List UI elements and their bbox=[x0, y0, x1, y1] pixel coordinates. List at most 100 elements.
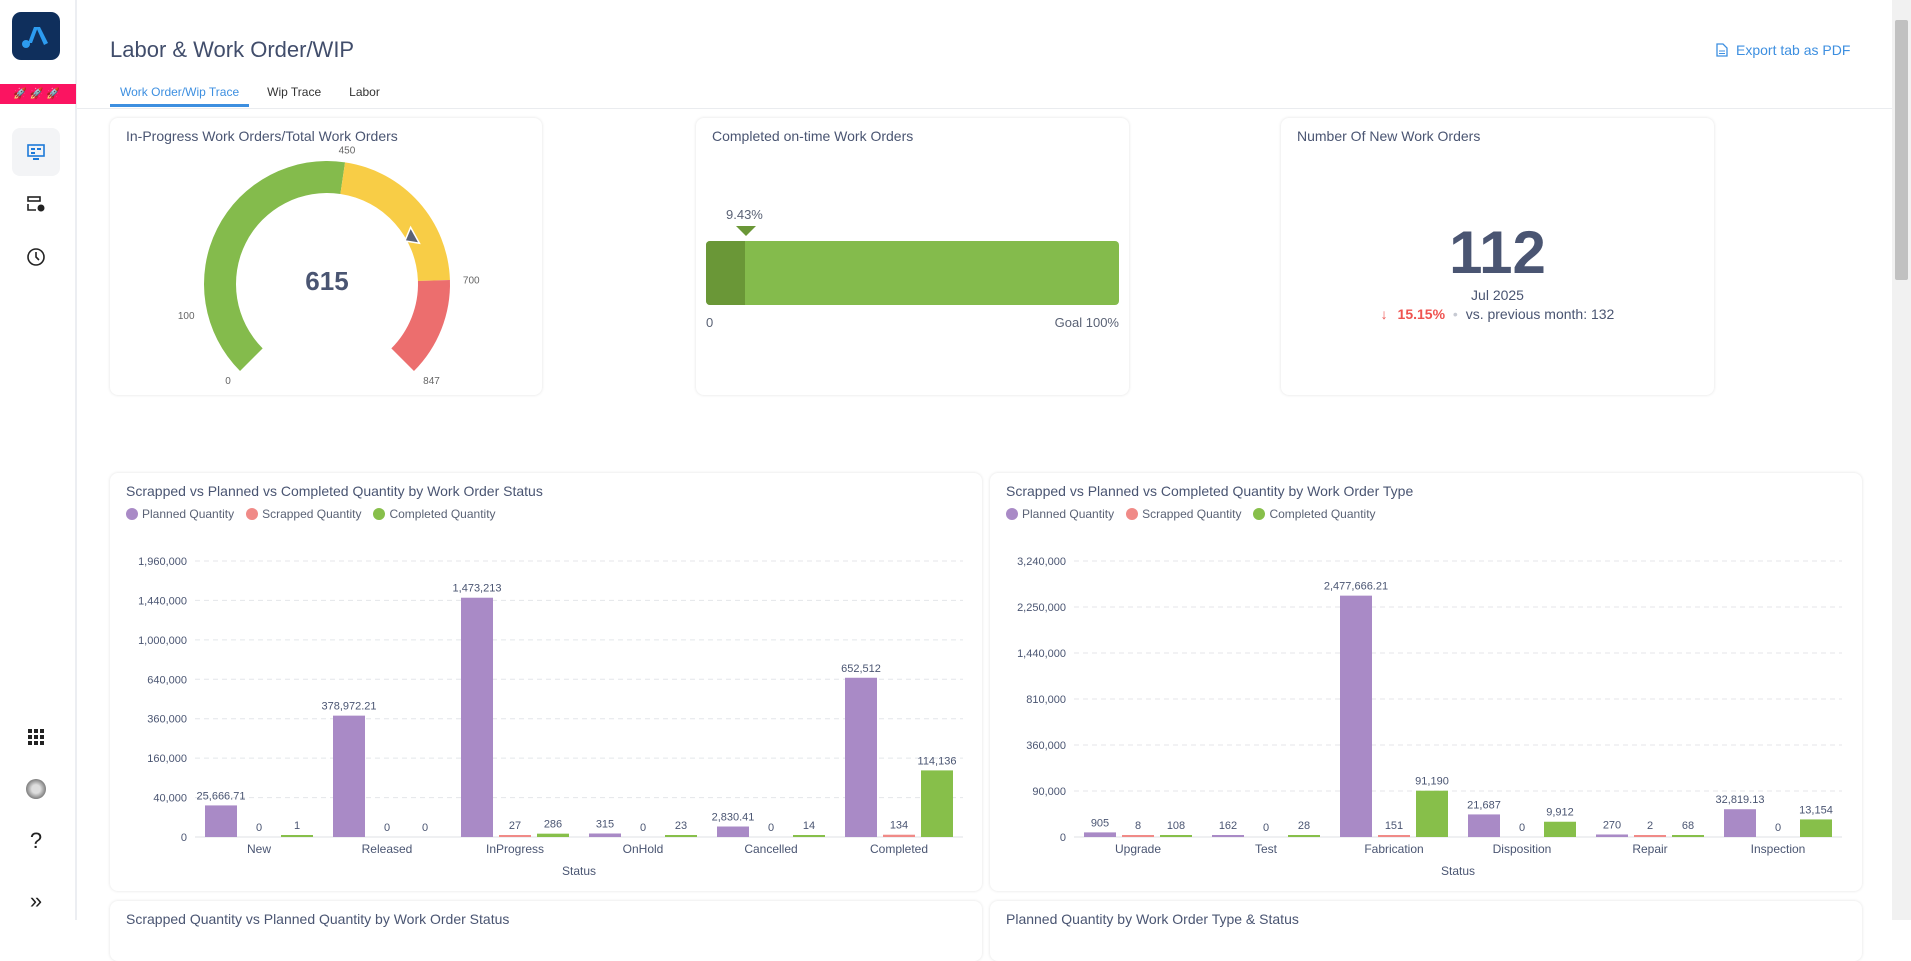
data-label: 32,819.13 bbox=[1716, 794, 1765, 806]
tab-work-order-wip-trace[interactable]: Work Order/Wip Trace bbox=[110, 84, 250, 107]
bar-completed-quantity bbox=[1288, 835, 1320, 837]
lower-card-2: Planned Quantity by Work Order Type & St… bbox=[990, 901, 1862, 961]
legend-completed[interactable]: Completed Quantity bbox=[373, 507, 496, 521]
data-label: 1,473,213 bbox=[453, 583, 502, 595]
bar-goal-label: Goal 100% bbox=[1054, 315, 1119, 330]
chart-title: Scrapped vs Planned vs Completed Quantit… bbox=[126, 483, 543, 499]
x-tick-label: New bbox=[247, 842, 271, 856]
data-label: 68 bbox=[1682, 820, 1694, 832]
data-label: 151 bbox=[1385, 820, 1403, 832]
value-marker-icon bbox=[736, 226, 756, 236]
ontime-card: Completed on-time Work Orders 9.43% 0 Go… bbox=[696, 118, 1129, 395]
legend-scrapped[interactable]: Scrapped Quantity bbox=[246, 507, 361, 521]
y-tick-label: 2,250,000 bbox=[1017, 602, 1066, 614]
scrollbar-thumb[interactable] bbox=[1895, 20, 1908, 280]
x-tick-label: Completed bbox=[870, 842, 928, 856]
bar-planned-quantity bbox=[1212, 835, 1244, 837]
x-tick-label: Cancelled bbox=[744, 842, 797, 856]
data-label: 652,512 bbox=[841, 663, 881, 675]
gauge-band-2 bbox=[391, 280, 450, 371]
data-label: 91,190 bbox=[1415, 776, 1449, 788]
new-orders-card: Number Of New Work Orders 112 Jul 2025 ↓… bbox=[1281, 118, 1714, 395]
bar-scrapped-quantity bbox=[883, 834, 915, 837]
export-label: Export tab as PDF bbox=[1736, 42, 1851, 58]
gauge-tick-label: 450 bbox=[339, 145, 356, 156]
x-tick-label: Repair bbox=[1632, 842, 1667, 856]
dashboard-monitor-icon[interactable] bbox=[12, 128, 60, 176]
data-label: 270 bbox=[1603, 819, 1621, 831]
bar-planned-quantity bbox=[717, 826, 749, 837]
workflow-icon[interactable] bbox=[12, 180, 60, 228]
bar-completed-quantity bbox=[921, 770, 953, 837]
document-icon bbox=[1716, 43, 1728, 57]
y-tick-label: 0 bbox=[1060, 832, 1066, 844]
page-scrollbar[interactable] bbox=[1892, 0, 1911, 920]
data-label: 0 bbox=[640, 822, 646, 834]
data-label: 162 bbox=[1219, 820, 1237, 832]
bar-planned-quantity bbox=[205, 805, 237, 837]
announcement-strip: 🚀🚀🚀 bbox=[0, 84, 76, 104]
data-label: 27 bbox=[509, 820, 521, 832]
data-label: 1 bbox=[294, 820, 300, 832]
apps-grid-icon[interactable] bbox=[12, 713, 60, 761]
bar-scrapped-quantity bbox=[499, 835, 531, 837]
legend-planned[interactable]: Planned Quantity bbox=[1006, 507, 1114, 521]
legend-planned[interactable]: Planned Quantity bbox=[126, 507, 234, 521]
bar-completed-quantity bbox=[793, 835, 825, 837]
y-tick-label: 40,000 bbox=[153, 793, 187, 805]
gauge-band-0 bbox=[204, 161, 346, 371]
legend-scrapped[interactable]: Scrapped Quantity bbox=[1126, 507, 1241, 521]
app-logo[interactable] bbox=[12, 12, 60, 60]
kpi-change-row: ↓ 15.15% • vs. previous month: 132 bbox=[1281, 306, 1714, 322]
data-label: 315 bbox=[596, 819, 614, 831]
x-tick-label: Test bbox=[1255, 842, 1278, 856]
header-divider bbox=[77, 108, 1892, 109]
bar-planned-quantity bbox=[1084, 832, 1116, 837]
data-label: 134 bbox=[890, 820, 908, 832]
data-label: 2,830.41 bbox=[712, 812, 755, 824]
bar-planned-quantity bbox=[461, 597, 493, 837]
gauge-pointer-icon bbox=[403, 225, 421, 245]
y-tick-label: 1,440,000 bbox=[138, 595, 187, 607]
tab-wip-trace[interactable]: Wip Trace bbox=[267, 85, 322, 99]
ontime-bar bbox=[706, 241, 1119, 305]
data-label: 13,154 bbox=[1799, 804, 1833, 816]
ontime-value-label: 9.43% bbox=[726, 207, 763, 222]
bar-completed-quantity bbox=[281, 835, 313, 837]
x-tick-label: Released bbox=[362, 842, 413, 856]
data-label: 0 bbox=[768, 822, 774, 834]
x-tick-label: Fabrication bbox=[1364, 842, 1423, 856]
gauge-chart: 0 100 450 700 847 bbox=[178, 145, 480, 387]
y-tick-label: 90,000 bbox=[1032, 786, 1066, 798]
data-label: 905 bbox=[1091, 817, 1109, 829]
y-tick-label: 160,000 bbox=[147, 753, 187, 765]
gauge-tick-label: 847 bbox=[423, 376, 440, 387]
clock-icon[interactable] bbox=[12, 233, 60, 281]
user-avatar[interactable] bbox=[12, 765, 60, 813]
data-label: 28 bbox=[1298, 820, 1310, 832]
y-tick-label: 810,000 bbox=[1026, 694, 1066, 706]
data-label: 108 bbox=[1167, 820, 1185, 832]
y-tick-label: 3,240,000 bbox=[1017, 556, 1066, 568]
bar-planned-quantity bbox=[333, 715, 365, 837]
tab-labor[interactable]: Labor bbox=[349, 85, 380, 99]
data-label: 2 bbox=[1647, 820, 1653, 832]
card-title: Scrapped Quantity vs Planned Quantity by… bbox=[126, 911, 510, 927]
legend-completed[interactable]: Completed Quantity bbox=[1253, 507, 1376, 521]
data-label: 114,136 bbox=[918, 755, 957, 767]
data-label: 286 bbox=[544, 819, 562, 831]
type-bar-chart-card: Scrapped vs Planned vs Completed Quantit… bbox=[990, 473, 1862, 891]
gauge-tick-label: 0 bbox=[225, 376, 231, 387]
bar-planned-quantity bbox=[589, 833, 621, 837]
x-axis-title: Status bbox=[562, 864, 596, 878]
gauge-tick-label: 100 bbox=[178, 311, 195, 322]
data-label: 378,972.21 bbox=[321, 701, 376, 713]
expand-icon[interactable]: » bbox=[29, 888, 43, 913]
x-tick-label: OnHold bbox=[623, 842, 664, 856]
help-icon[interactable]: ? bbox=[29, 828, 43, 853]
x-axis-title: Status bbox=[1441, 864, 1475, 878]
bar-scrapped-quantity bbox=[1122, 835, 1154, 837]
kpi-comparison: vs. previous month: 132 bbox=[1465, 306, 1615, 322]
kpi-period: Jul 2025 bbox=[1471, 287, 1524, 303]
export-pdf-button[interactable]: Export tab as PDF bbox=[1716, 42, 1850, 58]
